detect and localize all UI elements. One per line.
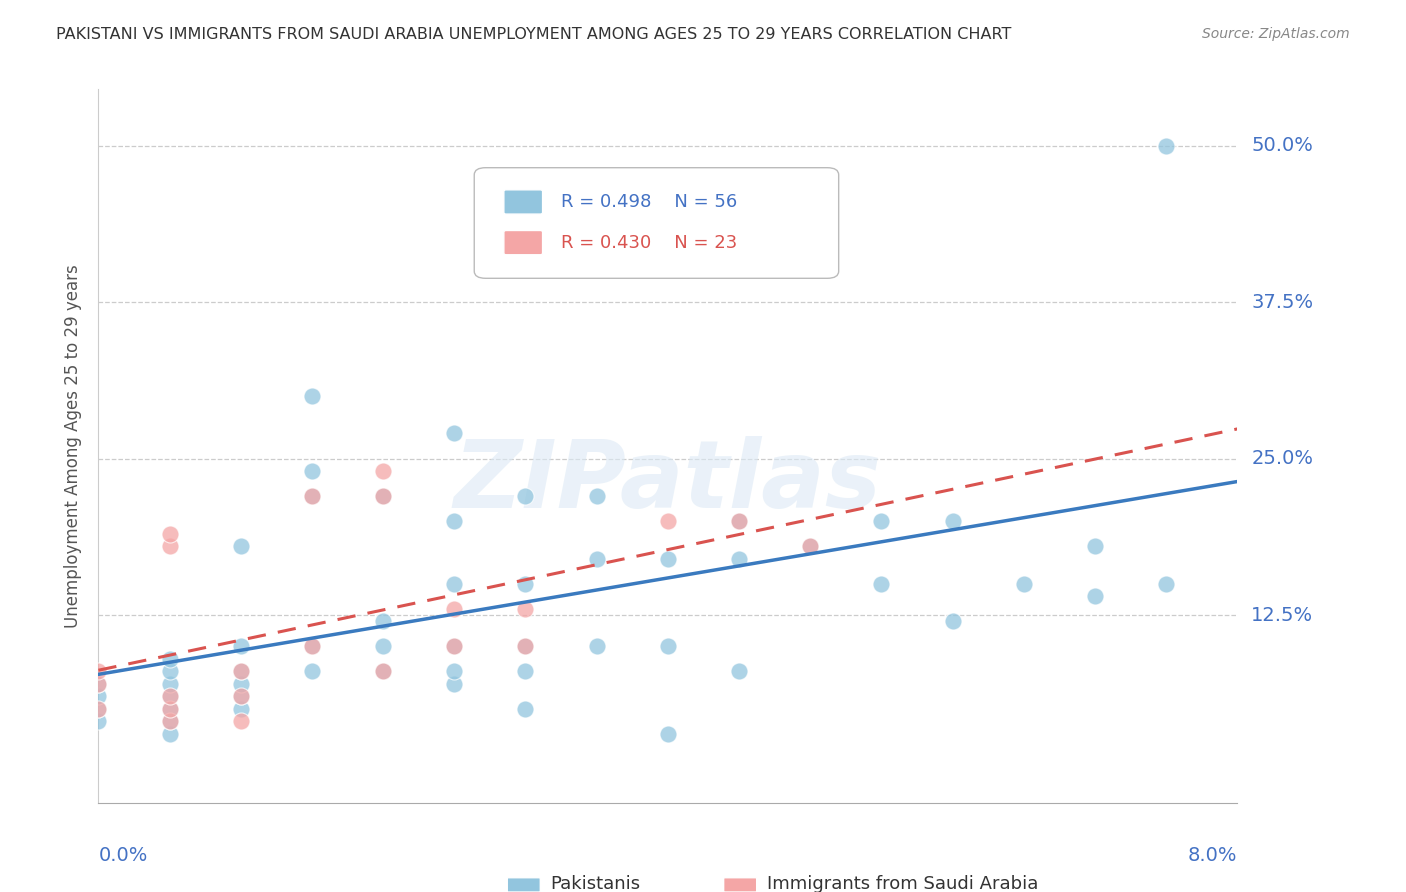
Point	[371, 489, 394, 503]
Point	[87, 677, 110, 691]
Text: 50.0%: 50.0%	[1251, 136, 1313, 155]
Point	[870, 514, 893, 528]
Point	[87, 665, 110, 679]
Point	[585, 551, 607, 566]
Point	[159, 714, 181, 729]
FancyBboxPatch shape	[474, 168, 839, 278]
Text: 12.5%: 12.5%	[1251, 606, 1313, 624]
Point	[1154, 138, 1177, 153]
Point	[301, 464, 323, 478]
Point	[443, 640, 465, 654]
Point	[87, 702, 110, 716]
Text: Pakistanis: Pakistanis	[551, 875, 641, 892]
Point	[1154, 576, 1177, 591]
Point	[229, 665, 252, 679]
Point	[443, 677, 465, 691]
FancyBboxPatch shape	[503, 230, 543, 255]
Text: Immigrants from Saudi Arabia: Immigrants from Saudi Arabia	[766, 875, 1038, 892]
Text: R = 0.430    N = 23: R = 0.430 N = 23	[561, 234, 737, 252]
Point	[443, 426, 465, 441]
Point	[229, 714, 252, 729]
Point	[1084, 539, 1107, 553]
Text: 25.0%: 25.0%	[1251, 449, 1313, 468]
Point	[443, 576, 465, 591]
Point	[657, 514, 679, 528]
Text: 0.0%: 0.0%	[98, 846, 148, 864]
Point	[371, 640, 394, 654]
Point	[301, 640, 323, 654]
Text: 37.5%: 37.5%	[1251, 293, 1313, 311]
Point	[229, 690, 252, 704]
Point	[443, 514, 465, 528]
Point	[515, 640, 537, 654]
Point	[87, 702, 110, 716]
Point	[515, 640, 537, 654]
Point	[159, 665, 181, 679]
Point	[585, 640, 607, 654]
Point	[159, 702, 181, 716]
Point	[159, 702, 181, 716]
Point	[159, 677, 181, 691]
Point	[301, 489, 323, 503]
Point	[515, 576, 537, 591]
Point	[301, 640, 323, 654]
Point	[942, 614, 965, 628]
Point	[159, 690, 181, 704]
Point	[728, 665, 751, 679]
Point	[87, 714, 110, 729]
Point	[371, 464, 394, 478]
Point	[229, 702, 252, 716]
Point	[443, 601, 465, 615]
Text: ZIPatlas: ZIPatlas	[454, 435, 882, 528]
Point	[443, 665, 465, 679]
Point	[371, 665, 394, 679]
Point	[371, 489, 394, 503]
Text: PAKISTANI VS IMMIGRANTS FROM SAUDI ARABIA UNEMPLOYMENT AMONG AGES 25 TO 29 YEARS: PAKISTANI VS IMMIGRANTS FROM SAUDI ARABI…	[56, 27, 1011, 42]
Point	[229, 677, 252, 691]
Point	[799, 539, 821, 553]
Point	[159, 539, 181, 553]
Point	[159, 652, 181, 666]
Point	[159, 526, 181, 541]
Point	[371, 614, 394, 628]
Point	[229, 690, 252, 704]
Point	[515, 665, 537, 679]
Point	[229, 539, 252, 553]
FancyBboxPatch shape	[503, 190, 543, 214]
Point	[657, 727, 679, 741]
Point	[159, 727, 181, 741]
Point	[443, 640, 465, 654]
Point	[87, 690, 110, 704]
Point	[799, 539, 821, 553]
Point	[301, 389, 323, 403]
Y-axis label: Unemployment Among Ages 25 to 29 years: Unemployment Among Ages 25 to 29 years	[65, 264, 83, 628]
Point	[942, 514, 965, 528]
Text: R = 0.498    N = 56: R = 0.498 N = 56	[561, 193, 737, 211]
Point	[1012, 576, 1035, 591]
Point	[657, 640, 679, 654]
Point	[301, 489, 323, 503]
Point	[585, 489, 607, 503]
Point	[728, 514, 751, 528]
FancyBboxPatch shape	[508, 878, 540, 892]
Point	[870, 576, 893, 591]
Point	[371, 665, 394, 679]
Point	[229, 640, 252, 654]
Point	[515, 601, 537, 615]
Text: Source: ZipAtlas.com: Source: ZipAtlas.com	[1202, 27, 1350, 41]
Point	[1084, 589, 1107, 603]
Text: 8.0%: 8.0%	[1188, 846, 1237, 864]
FancyBboxPatch shape	[724, 878, 756, 892]
Point	[728, 551, 751, 566]
Point	[159, 690, 181, 704]
Point	[515, 702, 537, 716]
Point	[515, 489, 537, 503]
Point	[657, 551, 679, 566]
Point	[229, 665, 252, 679]
Point	[301, 665, 323, 679]
Point	[159, 714, 181, 729]
Point	[87, 677, 110, 691]
Point	[728, 514, 751, 528]
